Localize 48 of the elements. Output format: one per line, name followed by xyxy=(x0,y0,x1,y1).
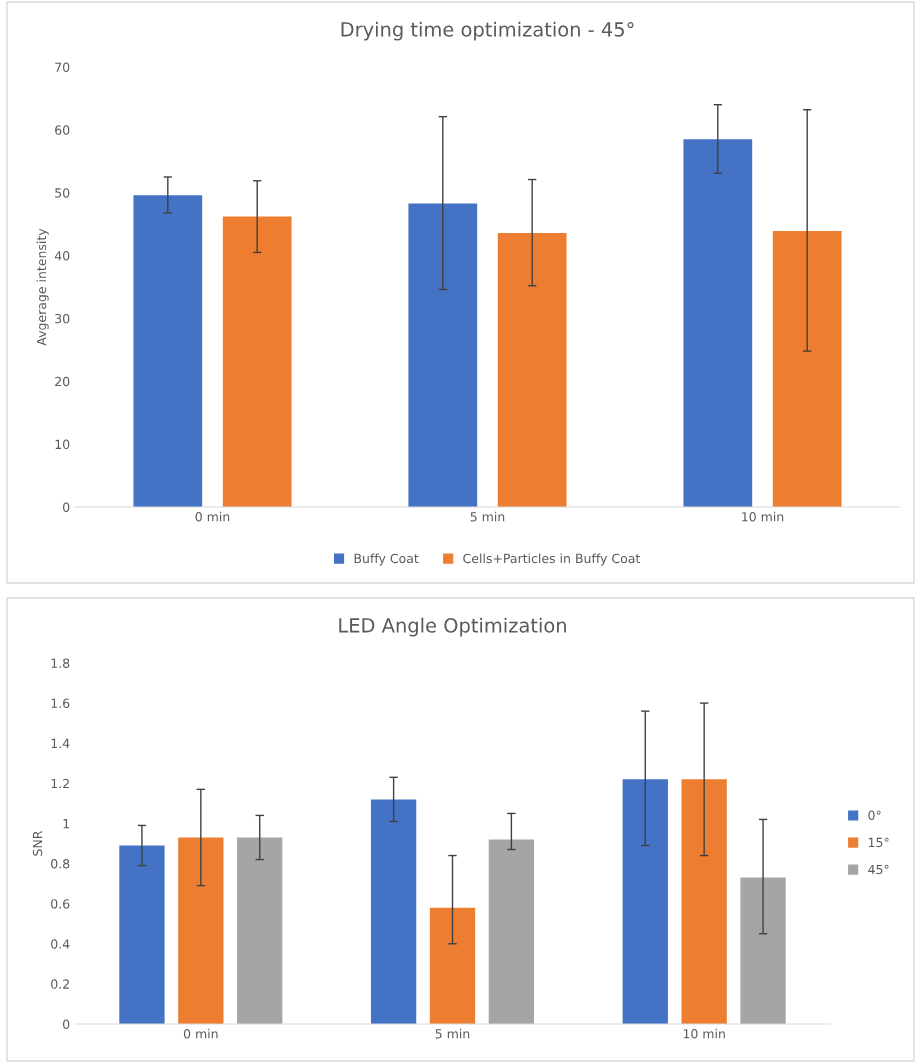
x-tick-label: 5 min xyxy=(435,1028,470,1039)
y-tick-label: 1.8 xyxy=(51,658,70,668)
legend-label: 45° xyxy=(868,864,889,875)
legend-label: 15° xyxy=(868,837,889,848)
y-tick-label: 1.4 xyxy=(51,738,70,748)
x-tick-label: 10 min xyxy=(742,511,784,522)
y-tick-label: 0.4 xyxy=(51,939,70,949)
bar xyxy=(681,779,727,1024)
legend-label: Cells+Particles in Buffy Coat xyxy=(463,553,641,566)
chart-title: Drying time optimization - 45° xyxy=(341,21,634,41)
y-axis-title: SNR xyxy=(32,830,43,856)
bar xyxy=(370,799,417,1024)
y-tick-label: 60 xyxy=(55,125,70,135)
y-tick-label: 30 xyxy=(55,313,70,324)
bar xyxy=(740,877,786,1024)
bar xyxy=(683,139,753,507)
x-tick-label: 10 min xyxy=(683,1028,725,1039)
y-tick-label: 1.2 xyxy=(51,778,69,789)
y-tick-label: 70 xyxy=(55,62,70,72)
bar xyxy=(222,216,292,507)
bar xyxy=(622,779,668,1024)
bar xyxy=(133,195,203,507)
y-tick-label: 0.6 xyxy=(51,899,70,909)
x-tick-label: 5 min xyxy=(470,511,505,522)
y-tick-label: 10 xyxy=(55,439,70,450)
bar xyxy=(408,203,478,507)
y-axis-title: Avgerage intensity xyxy=(36,228,49,346)
y-tick-label: 0.8 xyxy=(51,859,70,869)
chart-title: LED Angle Optimization xyxy=(339,617,566,637)
y-tick-label: 0 xyxy=(63,502,70,512)
bar xyxy=(119,845,165,1024)
bar xyxy=(178,837,224,1024)
bar xyxy=(237,837,283,1024)
y-tick-label: 1 xyxy=(63,819,69,829)
y-tick-label: 0.2 xyxy=(51,979,69,989)
y-tick-label: 50 xyxy=(55,188,70,198)
bar xyxy=(429,907,476,1024)
x-tick-label: 0 min xyxy=(183,1028,218,1039)
y-tick-label: 1.6 xyxy=(51,698,70,709)
bar xyxy=(772,231,842,507)
bar xyxy=(497,232,567,507)
y-tick-label: 40 xyxy=(54,251,70,261)
legend-label: Buffy Coat xyxy=(354,553,419,566)
y-tick-label: 20 xyxy=(55,376,70,387)
x-tick-label: 0 min xyxy=(195,511,230,522)
legend-label: 0° xyxy=(868,810,881,821)
y-tick-label: 0 xyxy=(63,1019,70,1029)
bar xyxy=(488,839,535,1024)
